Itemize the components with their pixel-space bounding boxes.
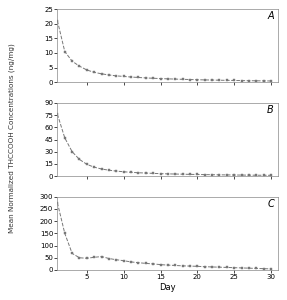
Text: A: A [267,11,274,21]
Text: Mean Normalized THCCOOH Concentrations (ng/mg): Mean Normalized THCCOOH Concentrations (… [8,43,15,233]
Text: B: B [267,105,274,115]
X-axis label: Day: Day [160,283,176,292]
Text: C: C [267,199,274,209]
